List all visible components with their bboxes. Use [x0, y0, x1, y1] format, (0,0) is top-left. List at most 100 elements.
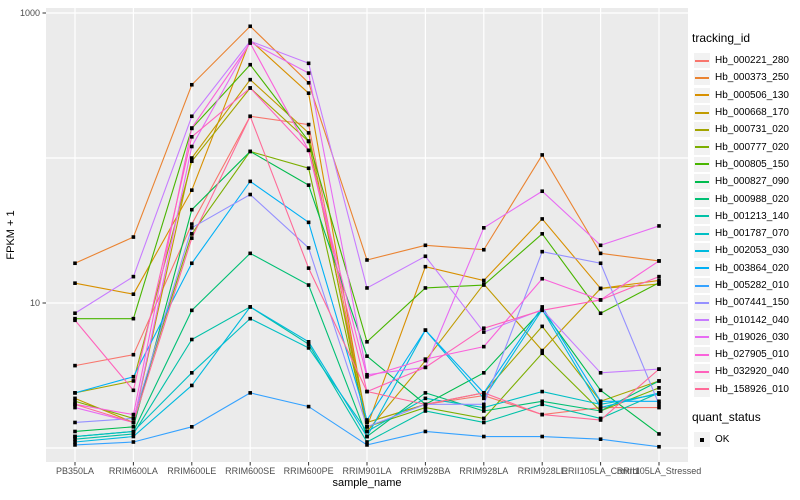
data-point — [365, 434, 369, 439]
data-point — [73, 402, 77, 407]
legend-item-Hb_007441_150: Hb_007441_150 — [692, 294, 798, 311]
data-point — [657, 432, 661, 436]
data-point — [190, 236, 194, 240]
data-point — [598, 311, 603, 316]
data-point — [365, 286, 369, 290]
data-point — [423, 357, 428, 361]
line-swatch-icon — [695, 284, 709, 287]
data-point — [657, 259, 661, 263]
legend-item-label: Hb_005282_010 — [715, 280, 789, 291]
data-point — [598, 371, 603, 375]
data-point — [598, 261, 603, 266]
data-point — [73, 440, 77, 444]
data-point — [190, 207, 194, 212]
data-point — [598, 418, 603, 422]
data-point — [131, 432, 136, 436]
quant-ok-key — [694, 432, 710, 448]
legend-key-swatch — [694, 191, 710, 207]
data-point — [365, 354, 369, 358]
data-point — [306, 283, 311, 287]
y-axis-title: FPKM + 1 — [5, 210, 17, 260]
data-point — [540, 232, 544, 236]
data-point — [73, 281, 77, 285]
x-tick-label: RRIM928LE — [518, 466, 567, 476]
data-point — [306, 122, 311, 127]
legend-item-label: Hb_000221_280 — [715, 55, 789, 67]
legend-title-quant-status: quant_status — [692, 409, 761, 424]
line-swatch-icon — [695, 163, 709, 166]
legend-item-label: Hb_000777_020 — [715, 141, 789, 153]
data-point — [190, 308, 194, 313]
data-point — [248, 305, 252, 309]
data-point — [423, 264, 428, 269]
data-point — [423, 328, 428, 332]
legend-key-swatch — [694, 53, 710, 69]
legend-key-swatch — [694, 105, 710, 121]
legend-item-Hb_000731_020: Hb_000731_020 — [692, 121, 798, 138]
data-point — [423, 402, 428, 407]
data-point — [598, 402, 603, 407]
legend-item-label: Hb_010142_040 — [715, 314, 789, 326]
data-point — [482, 405, 486, 410]
legend-item-label: Hb_007441_150 — [715, 297, 789, 309]
legend-item-label: Hb_032920_040 — [715, 366, 789, 378]
data-point — [540, 348, 544, 353]
legend-item-label: OK — [715, 434, 730, 446]
data-point — [190, 114, 194, 119]
legend-title-tracking-id: tracking_id — [692, 31, 751, 45]
legend-item-Hb_000373_250: Hb_000373_250 — [692, 69, 798, 86]
legend-item-Hb_000827_090: Hb_000827_090 — [692, 173, 798, 190]
legend-item-Hb_027905_010: Hb_027905_010 — [692, 346, 798, 363]
line-swatch-icon — [695, 128, 709, 131]
legend-item-Hb_003864_020: Hb_003864_020 — [692, 260, 798, 277]
data-point — [598, 437, 603, 441]
x-tick-label: RRII105LA_Control — [562, 466, 640, 476]
data-point — [657, 224, 661, 228]
data-point — [190, 156, 194, 160]
data-point — [73, 391, 77, 395]
data-point — [190, 144, 194, 149]
legend-key-swatch — [694, 70, 710, 86]
data-point — [657, 444, 661, 449]
data-point — [306, 166, 311, 171]
legend-item-label: Hb_000731_020 — [715, 124, 789, 136]
data-point — [190, 337, 194, 342]
data-point — [540, 153, 544, 157]
line-swatch-icon — [695, 249, 709, 252]
data-point — [540, 249, 544, 254]
data-point — [598, 251, 603, 256]
data-point — [190, 222, 194, 226]
data-point — [657, 274, 661, 279]
data-point — [248, 77, 252, 82]
data-point — [248, 391, 252, 395]
data-point — [190, 226, 194, 230]
x-tick-label: RRIM600SE — [225, 466, 275, 476]
data-point — [131, 440, 136, 444]
data-point — [482, 420, 486, 425]
y-tick-label: 1000 — [20, 8, 40, 18]
data-point — [598, 405, 603, 410]
data-point — [423, 405, 428, 410]
data-point — [657, 280, 661, 285]
data-point — [248, 24, 252, 29]
data-point — [306, 61, 311, 66]
data-point — [365, 440, 369, 444]
legend-item-ok: OK — [692, 431, 798, 448]
data-point — [423, 429, 428, 434]
data-point — [248, 179, 252, 184]
data-point — [423, 365, 428, 370]
legend-key-swatch — [694, 260, 710, 276]
data-point — [131, 274, 136, 279]
legend-item-Hb_000805_150: Hb_000805_150 — [692, 156, 798, 173]
legend-item-label: Hb_000805_150 — [715, 158, 789, 170]
data-point — [657, 278, 661, 283]
x-tick-label: RRIM901LA — [342, 466, 391, 476]
legend-item-Hb_000506_130: Hb_000506_130 — [692, 87, 798, 104]
data-point — [598, 409, 603, 413]
data-point — [131, 420, 136, 425]
legend-key-swatch — [694, 122, 710, 138]
data-point — [73, 437, 77, 441]
data-point — [482, 391, 486, 395]
data-point — [598, 286, 603, 291]
data-point — [482, 278, 486, 283]
